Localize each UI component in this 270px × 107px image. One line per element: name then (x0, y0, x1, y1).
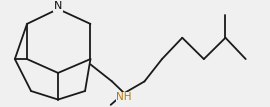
Text: NH: NH (116, 92, 132, 102)
Text: N: N (54, 1, 62, 11)
